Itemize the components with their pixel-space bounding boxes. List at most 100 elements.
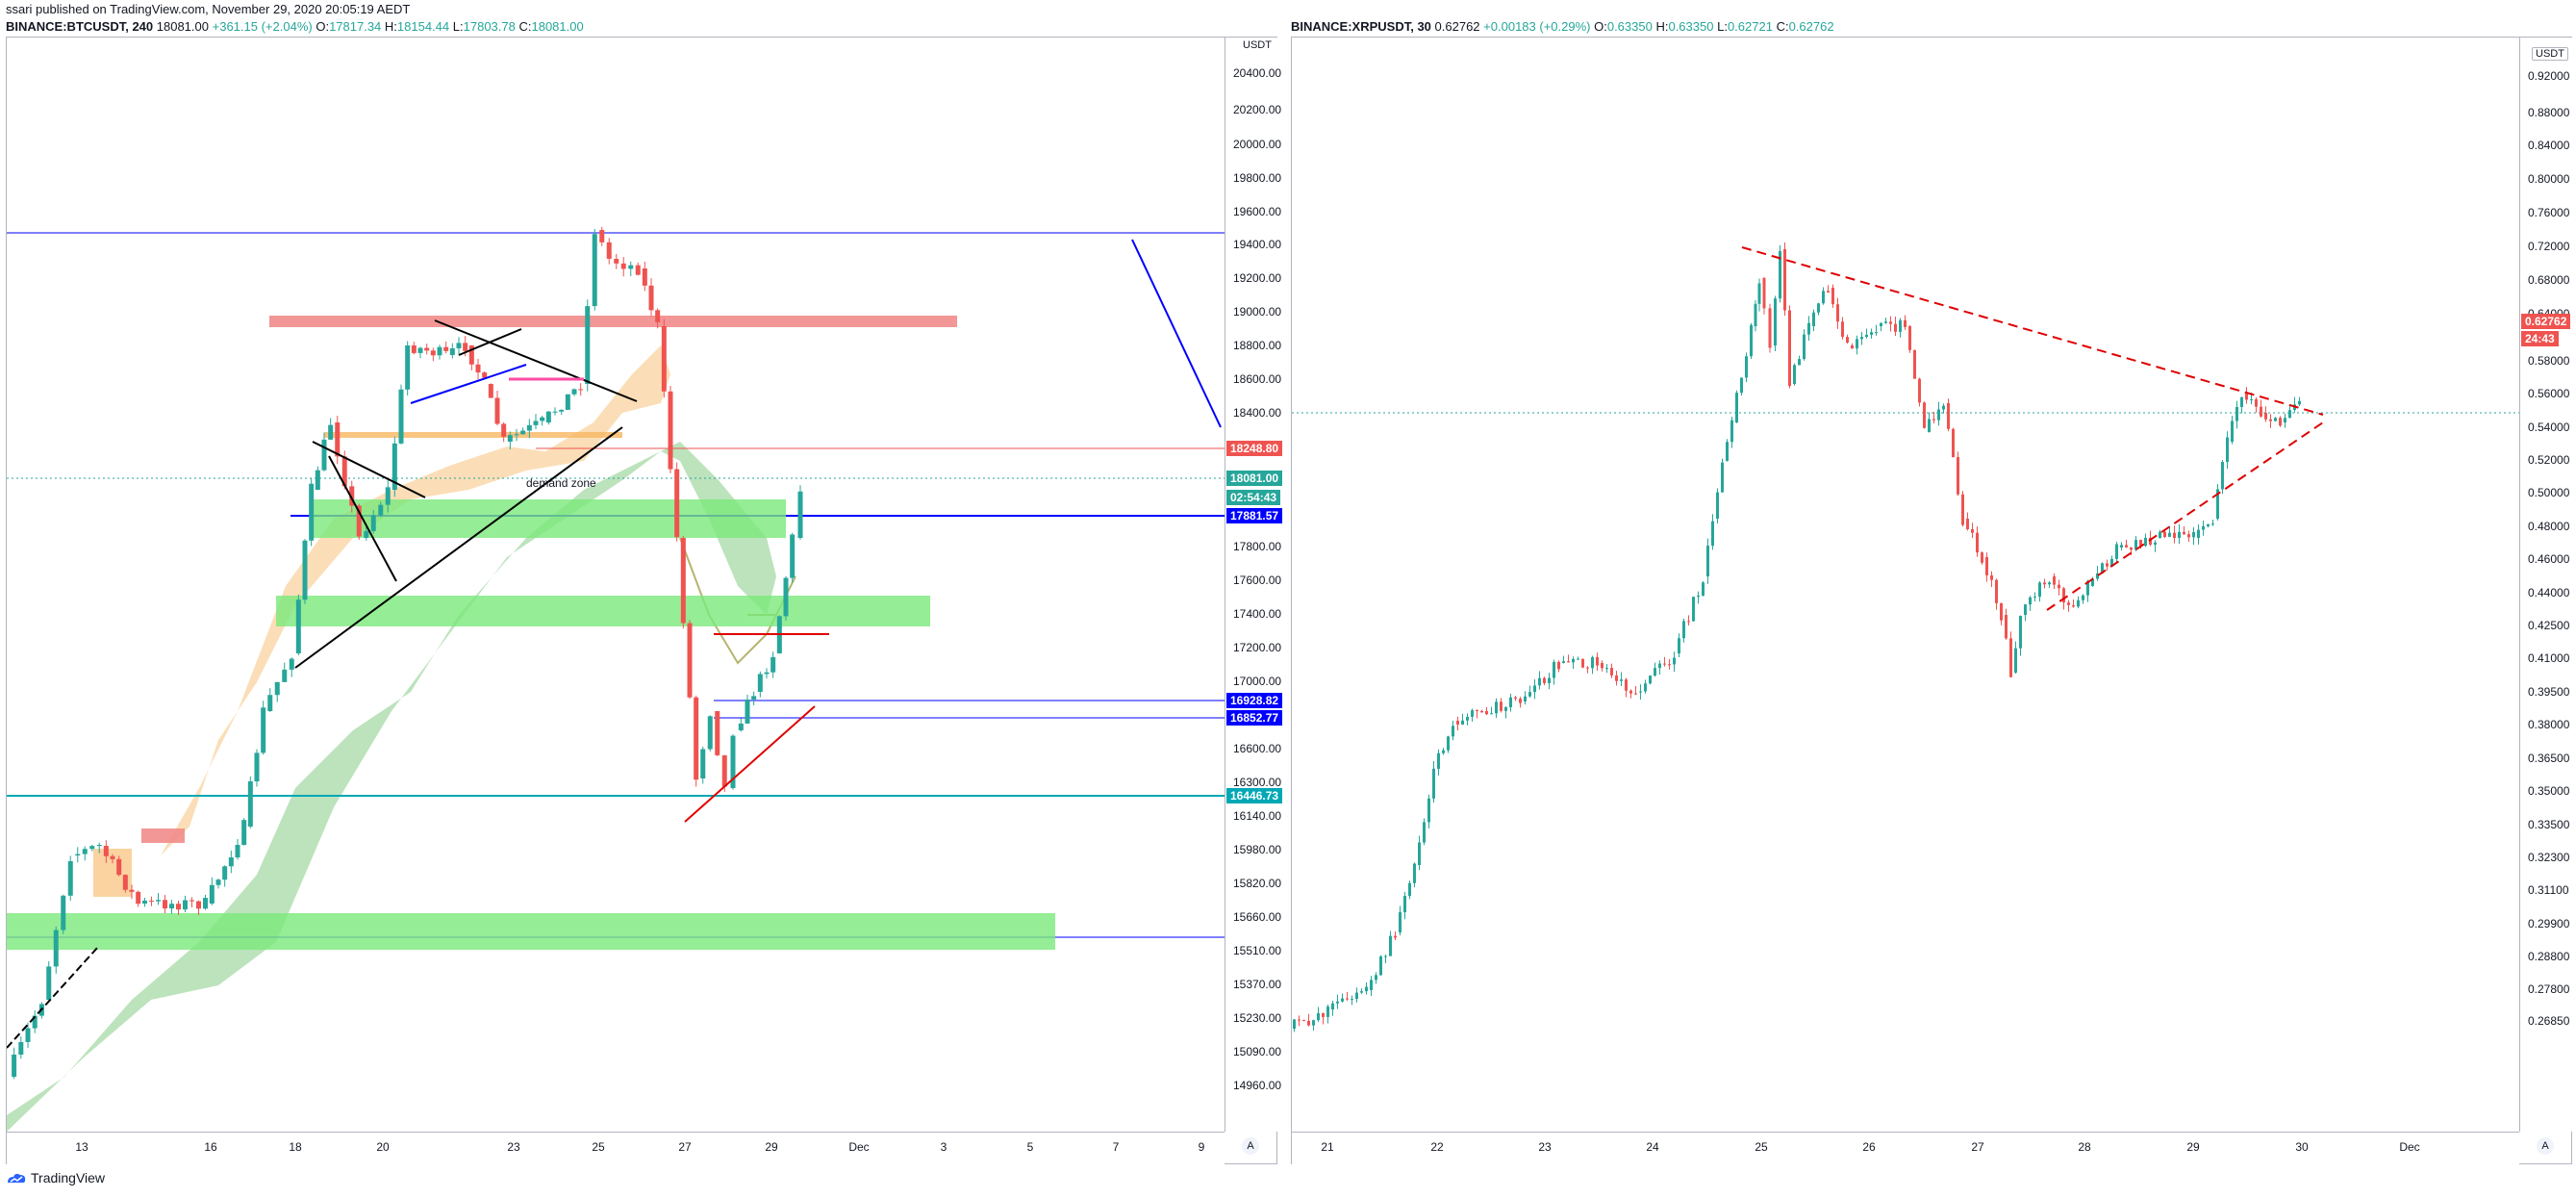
btc-candle-body (680, 538, 686, 624)
btc-candle-body (385, 487, 391, 505)
xrp-y-tick: 0.36500 (2528, 752, 2570, 765)
xrp-candle-body (1312, 1020, 1315, 1026)
xrp-x-tick: 25 (1755, 1140, 1768, 1154)
xrp-candle-body (2264, 413, 2267, 420)
xrp-candle-body (1754, 303, 1757, 326)
btc-h-label: H: (384, 19, 397, 34)
xrp-candle-body (1403, 896, 1406, 913)
xrp-candle-body (2082, 595, 2084, 600)
btc-y-tick: 19400.00 (1233, 238, 1282, 251)
btc-candle-body (203, 898, 208, 909)
xrp-l-label: L: (1717, 19, 1728, 34)
xrp-candle-body (2130, 547, 2133, 550)
btc-price-plot[interactable]: demand zone (7, 38, 1225, 1132)
xrp-candle-body (1678, 638, 1680, 653)
btc-y-tick: 15370.00 (1233, 978, 1282, 991)
btc-auto-scale-button[interactable]: A (1242, 1137, 1259, 1155)
xrp-chart-panel[interactable]: USDT 0.92000 0.88000 0.84000 0.80000 0.76000… (1291, 37, 2572, 1164)
btc-candle-body (635, 265, 641, 275)
xrp-candle-body (1788, 310, 1791, 386)
xrp-y-tick: 0.42500 (2528, 619, 2570, 632)
btc-price-label: 18081.00 (1226, 471, 1283, 486)
xrp-candle-body (1721, 462, 1724, 493)
btc-x-tick: Dec (848, 1140, 870, 1154)
xrp-candle-body (1812, 312, 1815, 326)
btc-candle-body (707, 716, 713, 750)
xrp-y-tick: 0.88000 (2528, 106, 2570, 119)
xrp-candle-body (2274, 418, 2277, 421)
xrp-candle-body (1543, 677, 1546, 683)
xrp-candle-body (1447, 736, 1450, 751)
xrp-candle-body (2183, 531, 2185, 535)
xrp-candle-body (2106, 563, 2109, 567)
xrp-candle-body (1687, 621, 1690, 623)
btc-candle-body (82, 849, 88, 854)
btc-candle-body (176, 904, 181, 910)
xrp-candle-body (1981, 552, 1983, 563)
xrp-candle-body (2005, 615, 2008, 639)
btc-y-tick: 18400.00 (1233, 406, 1282, 420)
btc-candle-body (96, 844, 102, 847)
xrp-candle-body (1798, 359, 1801, 366)
btc-trend-line (7, 946, 99, 1049)
btc-candle-body (526, 424, 532, 431)
xrp-candle-body (1625, 679, 1628, 691)
btc-candle-body (129, 889, 135, 892)
btc-chart-panel[interactable]: demand zone USDT 20400.00 20200.00 20000.0… (6, 37, 1283, 1164)
xrp-candle-body (1586, 667, 1589, 669)
btc-y-tick: 15820.00 (1233, 877, 1282, 890)
btc-candle-body (430, 350, 436, 356)
btc-price-axis[interactable]: USDT 20400.00 20200.00 20000.00 19800.00 196… (1225, 38, 1283, 1132)
xrp-y-tick: 0.76000 (2528, 206, 2570, 219)
xrp-candle-body (2134, 540, 2137, 550)
btc-price-label: 18248.80 (1226, 441, 1283, 456)
xrp-candle-body (1572, 658, 1575, 663)
btc-symbol[interactable]: BINANCE:BTCUSDT, 240 (6, 19, 154, 34)
btc-projection-line (1131, 239, 1222, 428)
xrp-candle-body (1495, 701, 1498, 714)
xrp-candle-body (1341, 998, 1344, 1002)
btc-time-axis[interactable]: 13 16 18 20 23 25 27 29 Dec 3 5 7 9 (7, 1132, 1225, 1164)
btc-candle-body (751, 696, 757, 700)
xrp-price-plot[interactable] (1292, 38, 2519, 1132)
xrp-candle-body (1504, 706, 1507, 711)
xrp-auto-scale-button[interactable]: A (2537, 1137, 2554, 1155)
xrp-candle-body (1702, 582, 1705, 596)
btc-candle-body (110, 855, 115, 859)
xrp-candle-body (1899, 319, 1902, 332)
xrp-candle-body (2279, 418, 2282, 426)
xrp-candle-body (1913, 349, 1916, 379)
xrp-candle-body (1524, 696, 1527, 701)
xrp-candle-body (1461, 720, 1464, 725)
xrp-candle-body (1442, 750, 1445, 753)
xrp-h-label: H: (1655, 19, 1669, 34)
xrp-candle-body (1346, 998, 1349, 1000)
btc-candle-body (730, 735, 736, 788)
xrp-o-label: O: (1594, 19, 1607, 34)
btc-candle-body (122, 875, 128, 890)
xrp-y-tick: 0.41000 (2528, 651, 2570, 665)
xrp-candle-body (1302, 1020, 1305, 1022)
xrp-candle-body (1370, 980, 1373, 990)
xrp-candle-body (2125, 545, 2128, 548)
btc-candle-body (411, 345, 417, 353)
xrp-time-axis[interactable]: 21 22 23 24 25 26 27 28 29 30 Dec (1292, 1132, 2519, 1164)
btc-demand-zone (7, 913, 1055, 950)
xrp-candle-body (1884, 321, 1887, 323)
btc-candle-body (715, 711, 720, 755)
xrp-candle-body (1817, 303, 1820, 313)
btc-y-tick: 19600.00 (1233, 205, 1282, 218)
xrp-x-tick: 29 (2186, 1140, 2200, 1154)
xrp-candle-body (1726, 442, 1729, 461)
xrp-price-label: 24:43 (2521, 331, 2559, 346)
xrp-symbol[interactable]: BINANCE:XRPUSDT, 30 (1291, 19, 1431, 34)
xrp-candle-body (1591, 656, 1594, 669)
btc-candle-body (116, 858, 122, 876)
xrp-candle-body (1942, 405, 1945, 410)
xrp-candle-body (2024, 604, 2027, 615)
xrp-price-axis[interactable]: USDT 0.92000 0.88000 0.84000 0.80000 0.76000… (2519, 38, 2572, 1132)
xrp-candle-body (1480, 710, 1483, 713)
btc-ichimoku-cloud (7, 442, 776, 1132)
btc-candle-body (694, 697, 699, 780)
tradingview-logo[interactable]: TradingView (6, 1170, 105, 1185)
